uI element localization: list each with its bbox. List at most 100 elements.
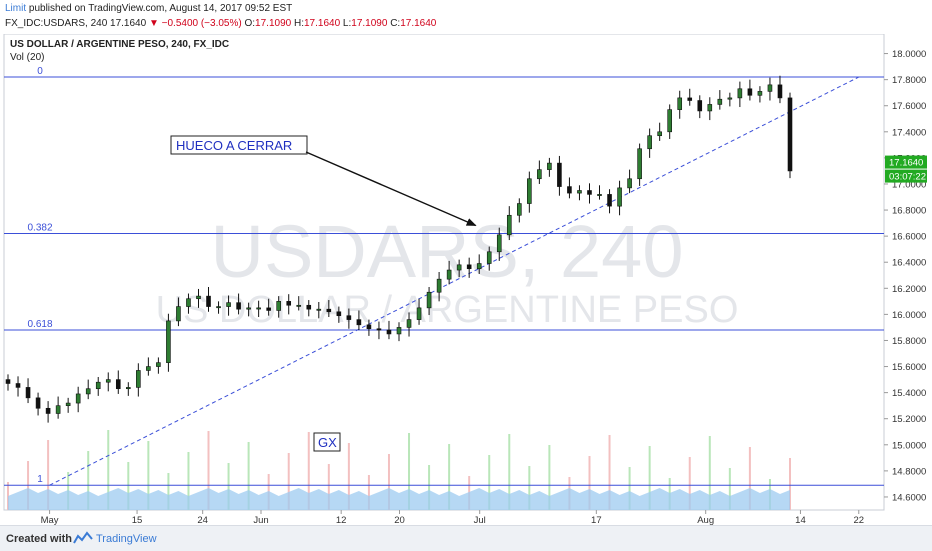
- candle: [537, 169, 542, 180]
- annotation-arrow[interactable]: [305, 151, 477, 227]
- price-tick-label: 15.0000: [892, 440, 926, 451]
- candle: [196, 295, 201, 300]
- annotation-hueco[interactable]: HUECO A CERRAR: [176, 138, 292, 153]
- candle: [466, 264, 472, 270]
- close-value: 17.1640: [400, 18, 437, 29]
- candle: [486, 251, 492, 264]
- candlesticks: [5, 75, 793, 423]
- candle: [446, 269, 452, 280]
- volume-area: [8, 488, 790, 510]
- low-label: L:: [340, 18, 352, 29]
- candle: [115, 379, 121, 390]
- candle: [226, 302, 231, 307]
- candle: [236, 302, 241, 310]
- low-value: 17.1090: [351, 18, 388, 29]
- candle: [567, 186, 572, 194]
- publish-text: published on TradingView.com, August 14,…: [26, 3, 293, 14]
- candle: [597, 194, 602, 196]
- candle: [426, 291, 432, 309]
- price-tick-label: 15.8000: [892, 336, 926, 347]
- candle: [777, 84, 783, 99]
- price-tick-label: 17.6000: [892, 101, 926, 112]
- candle: [146, 366, 151, 371]
- candle: [105, 379, 111, 383]
- time-tick-label: 12: [336, 515, 347, 525]
- time-tick-label: 22: [853, 515, 864, 525]
- price-tick-label: 17.8000: [892, 75, 926, 86]
- time-tick-label: Jun: [253, 515, 268, 525]
- fib-level-label: 0.618: [27, 319, 52, 330]
- candle: [306, 304, 312, 310]
- price-tick-label: 17.0000: [892, 179, 926, 190]
- time-tick-label: Jul: [474, 515, 486, 525]
- candle: [506, 214, 512, 236]
- candle: [757, 91, 763, 96]
- candle: [547, 162, 552, 170]
- candle: [266, 307, 271, 311]
- candle: [476, 263, 482, 270]
- publish-header: Limit published on TradingView.com, Augu…: [0, 0, 932, 34]
- candle: [517, 203, 522, 216]
- fibonacci-retracement[interactable]: 0 0.382 0.618 1: [4, 66, 884, 486]
- candle: [747, 88, 753, 96]
- candle: [627, 178, 632, 189]
- candle: [216, 306, 221, 309]
- candle: [557, 162, 562, 187]
- candle: [607, 194, 612, 207]
- candle: [717, 98, 723, 105]
- candle: [5, 379, 11, 384]
- price-tick-label: 16.0000: [892, 310, 926, 321]
- fib-level-label: 0: [37, 66, 43, 77]
- last-price-badge: [885, 155, 927, 169]
- tradingview-link[interactable]: TradingView: [96, 533, 157, 545]
- price-tick-label: 16.4000: [892, 258, 926, 269]
- candle: [336, 311, 342, 316]
- time-axis[interactable]: May 15 24 Jun 12 20 Jul 17 Aug 14 22: [41, 510, 864, 525]
- countdown-badge: [885, 169, 927, 183]
- candle: [95, 381, 101, 390]
- candle: [346, 315, 352, 320]
- fib-level-label: 1: [37, 474, 43, 485]
- author-link[interactable]: Limit: [5, 3, 27, 14]
- price-tick-label: 16.8000: [892, 206, 926, 217]
- candle: [316, 308, 322, 311]
- price-axis[interactable]: 14.6000 14.8000 15.0000 15.2000 15.4000 15.60…: [884, 49, 926, 503]
- candle: [727, 97, 733, 100]
- time-tick-label: May: [41, 515, 59, 525]
- candle: [707, 104, 713, 112]
- candle: [276, 301, 281, 311]
- annotation-gx[interactable]: GX: [318, 435, 337, 450]
- open-label: O:: [241, 18, 256, 29]
- time-tick-label: 15: [132, 515, 143, 525]
- candle: [637, 148, 642, 180]
- price-change: ▼ −0.5400 (−3.05%): [148, 18, 242, 29]
- candle: [286, 301, 292, 306]
- price-tick-label: 16.6000: [892, 232, 926, 243]
- candle: [787, 97, 793, 172]
- quote-line: FX_IDC:USDARS, 240 17.1640 ▼ −0.5400 (−3…: [5, 18, 436, 29]
- fib-level-label: 0.382: [27, 223, 52, 234]
- candle: [186, 298, 191, 307]
- annotation-hueco-box[interactable]: [170, 135, 308, 155]
- high-label: H:: [291, 18, 304, 29]
- candle: [156, 362, 161, 367]
- tradingview-logo-icon[interactable]: [72, 531, 94, 545]
- candle: [366, 324, 372, 330]
- candle: [456, 264, 462, 271]
- time-tick-label: 17: [591, 515, 602, 525]
- candle: [15, 383, 21, 388]
- candle: [386, 329, 392, 335]
- price-tick-label: 15.4000: [892, 388, 926, 399]
- price-tick-label: 16.2000: [892, 284, 926, 295]
- price-chart[interactable]: USDARS, 240 US DOLLAR / ARGENTINE PESO 1…: [0, 34, 932, 525]
- price-tick-label: 18.0000: [892, 49, 926, 60]
- candle: [667, 109, 672, 133]
- price-tick-label: 17.4000: [892, 127, 926, 138]
- candle: [356, 319, 362, 326]
- time-tick-label: 20: [394, 515, 405, 525]
- candle: [75, 393, 81, 404]
- candle: [256, 307, 261, 310]
- price-tick-label: 15.6000: [892, 362, 926, 373]
- candle: [206, 295, 211, 307]
- annotation-gx-box[interactable]: [313, 432, 341, 452]
